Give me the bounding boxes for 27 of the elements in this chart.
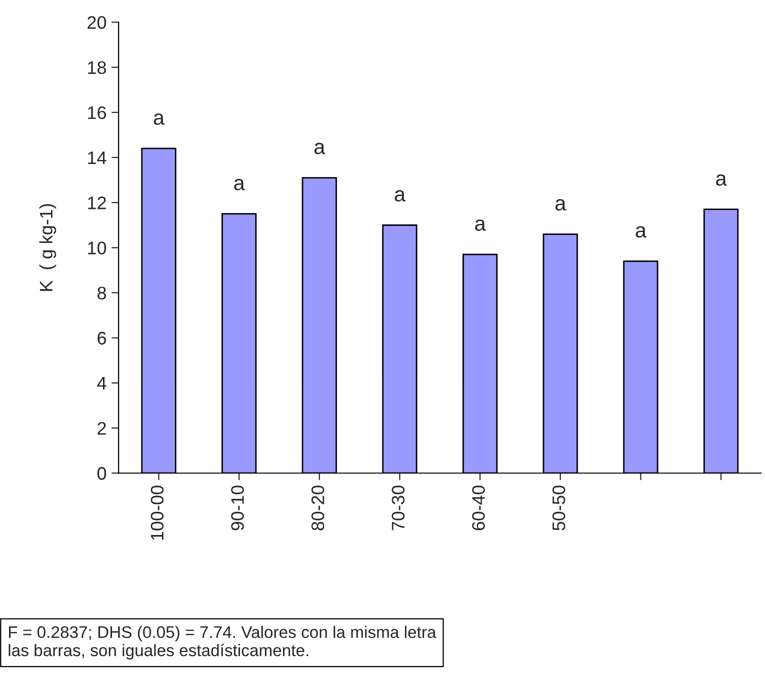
x-tick-label: 100-00 — [150, 486, 164, 540]
text: F = 0.2837; DHS (0.05) = 7.74. Valores con la misma letra las barras, son iguales estadísticamente. — [8, 626, 436, 660]
x-tick-label: 60-40 — [472, 486, 485, 530]
data-label: a — [555, 199, 566, 211]
y-tick-label: 16 — [88, 106, 106, 120]
y-tick-label: 10 — [88, 242, 106, 254]
x-tick-label: 90-10 — [231, 486, 244, 530]
y-axis-title: K ( g kg-1) — [39, 204, 56, 291]
data-label: a — [154, 113, 165, 125]
data-label: a — [475, 219, 486, 231]
data-label: a — [314, 142, 326, 154]
x-tick-label: 80-20 — [311, 486, 324, 530]
data-label: a — [394, 190, 406, 202]
y-tick-label: 6 — [98, 332, 106, 345]
data-label: a — [636, 226, 646, 238]
y-tick-label: 12 — [88, 196, 106, 210]
data-label: a — [716, 174, 727, 186]
y-tick-label: 18 — [88, 61, 106, 74]
y-tick-label: 4 — [97, 377, 106, 390]
y-tick-label: 14 — [88, 152, 106, 164]
data-label: a — [234, 178, 245, 190]
y-tick-label: 20 — [88, 16, 106, 29]
x-tick-label: 70-30 — [392, 486, 405, 530]
y-tick-label: 8 — [98, 286, 106, 300]
y-tick-label: 0 — [97, 467, 106, 480]
x-tick-label: 50-50 — [552, 486, 566, 530]
y-tick-label: 2 — [98, 422, 106, 435]
